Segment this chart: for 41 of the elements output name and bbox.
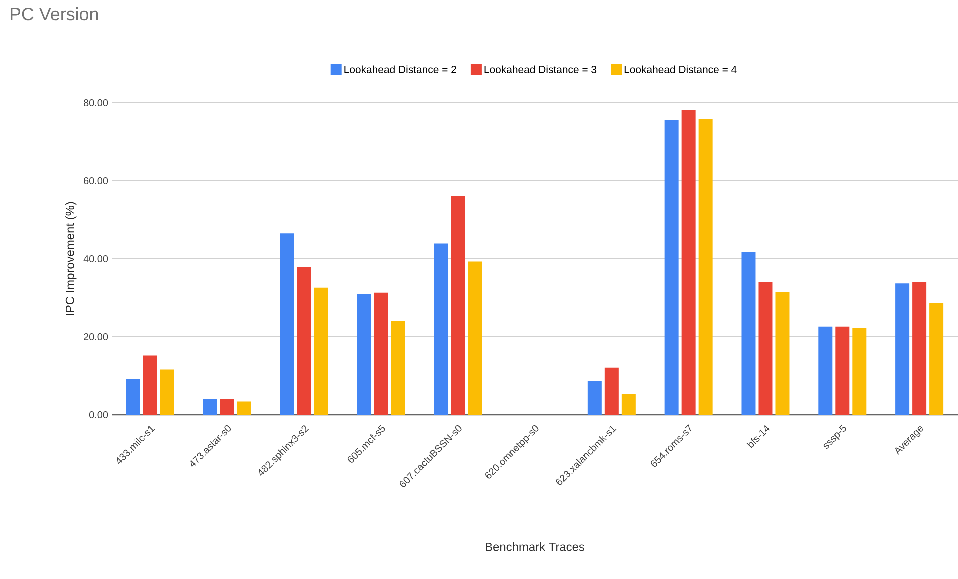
bar bbox=[912, 282, 927, 415]
bar bbox=[314, 288, 328, 415]
y-tick-label: 20.00 bbox=[84, 333, 108, 341]
legend-label: Lookahead Distance = 2 bbox=[344, 66, 456, 74]
bar bbox=[852, 328, 867, 415]
bar bbox=[160, 370, 174, 415]
bar bbox=[758, 282, 773, 415]
legend-label: Lookahead Distance = 4 bbox=[624, 66, 737, 74]
bar bbox=[451, 196, 466, 415]
y-tick-label: 40.00 bbox=[84, 255, 108, 263]
bar bbox=[776, 292, 790, 415]
bar bbox=[588, 381, 602, 415]
bar bbox=[126, 380, 140, 415]
bar bbox=[297, 267, 312, 415]
y-tick-label: 0.00 bbox=[89, 411, 108, 419]
legend-label: Lookahead Distance = 3 bbox=[484, 66, 597, 74]
bar bbox=[930, 303, 944, 415]
bar bbox=[896, 284, 910, 415]
bar bbox=[143, 356, 158, 415]
bar bbox=[604, 368, 619, 415]
bar bbox=[818, 326, 833, 415]
bar bbox=[682, 110, 696, 415]
chart-title: PC Version bbox=[10, 8, 98, 21]
y-tick-label: 60.00 bbox=[84, 177, 108, 185]
bar bbox=[280, 234, 294, 415]
bar bbox=[357, 294, 372, 415]
bar bbox=[622, 394, 636, 415]
y-axis-title: IPC Improvement (%) bbox=[66, 202, 77, 316]
bar bbox=[220, 399, 234, 415]
bar bbox=[374, 292, 388, 415]
bar bbox=[742, 252, 756, 415]
bar bbox=[468, 262, 482, 415]
y-tick-label: 80.00 bbox=[84, 99, 108, 107]
x-axis-title: Benchmark Traces bbox=[486, 542, 585, 552]
bar bbox=[203, 399, 218, 415]
bar bbox=[237, 402, 252, 415]
bar bbox=[698, 118, 713, 415]
bar bbox=[836, 326, 850, 415]
bar bbox=[434, 244, 448, 415]
bar bbox=[664, 120, 679, 415]
bar bbox=[391, 321, 406, 415]
